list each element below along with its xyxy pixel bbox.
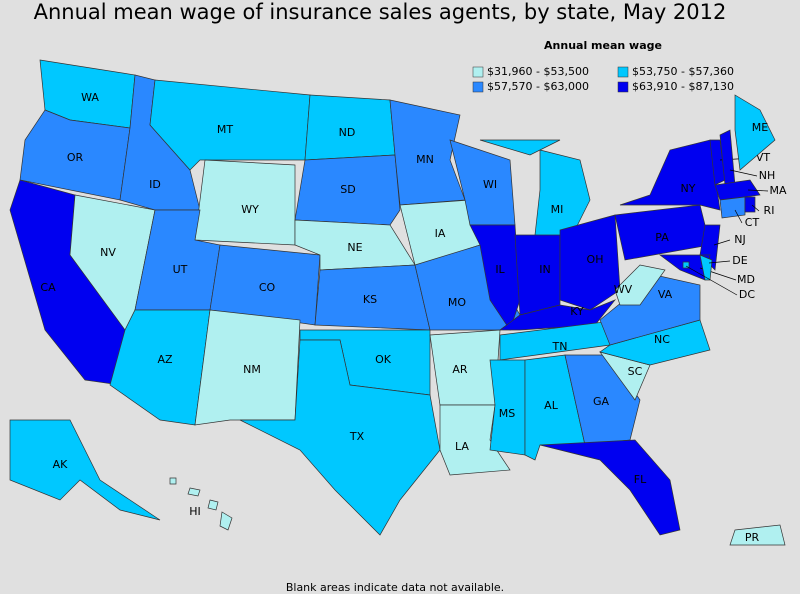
state-label: VA bbox=[658, 288, 673, 301]
state-label: SD bbox=[340, 183, 355, 196]
state-label: WA bbox=[81, 91, 99, 104]
state-label: HI bbox=[189, 505, 201, 518]
state-shape bbox=[559, 214, 621, 311]
state-label: NE bbox=[347, 241, 362, 254]
state-shape bbox=[714, 179, 761, 201]
state-label: LA bbox=[455, 440, 469, 453]
title: Annual mean wage of insurance sales agen… bbox=[34, 0, 727, 24]
leader-line bbox=[708, 260, 731, 264]
state-label: MA bbox=[769, 184, 786, 197]
state-shape bbox=[514, 234, 561, 316]
state-label: FL bbox=[634, 473, 647, 486]
state-label: NJ bbox=[734, 233, 745, 246]
state-label: ND bbox=[339, 126, 356, 139]
state-label: MS bbox=[499, 407, 515, 420]
state-shape bbox=[479, 139, 561, 156]
state-shape bbox=[219, 511, 233, 531]
state-label: AZ bbox=[157, 353, 173, 366]
state-label: IA bbox=[435, 227, 446, 240]
state-label: UT bbox=[173, 263, 188, 276]
legend-swatch bbox=[617, 66, 629, 78]
state-label: NH bbox=[759, 169, 776, 182]
state-label: WI bbox=[483, 178, 497, 191]
state-shape bbox=[489, 359, 526, 456]
state-label: MI bbox=[551, 203, 564, 216]
state-label: ME bbox=[752, 121, 768, 134]
state-label: KS bbox=[363, 293, 377, 306]
state-shape bbox=[169, 477, 177, 485]
legend-swatch bbox=[617, 81, 629, 93]
state-label: ID bbox=[149, 178, 161, 191]
leader-line bbox=[713, 239, 731, 246]
state-label: SC bbox=[628, 365, 643, 378]
state-label: WV bbox=[614, 283, 633, 296]
state-shape bbox=[294, 154, 401, 226]
state-label: OH bbox=[587, 253, 604, 266]
state-label: MO bbox=[448, 296, 466, 309]
state-label: NC bbox=[654, 333, 670, 346]
state-label: RI bbox=[764, 204, 775, 217]
state-label: NY bbox=[681, 182, 696, 195]
state-shape bbox=[239, 339, 441, 536]
legend-label: $31,960 - $53,500 bbox=[487, 65, 589, 78]
state-label: MN bbox=[416, 153, 434, 166]
state-shape bbox=[729, 524, 786, 546]
legend-swatch bbox=[472, 66, 484, 78]
leader-line bbox=[729, 169, 758, 177]
state-shape bbox=[498, 299, 617, 331]
state-label: IL bbox=[495, 263, 505, 276]
state-label: MT bbox=[217, 123, 233, 136]
legend-title: Annual mean wage bbox=[544, 39, 662, 52]
state-label: GA bbox=[593, 395, 610, 408]
legend-label: $57,570 - $63,000 bbox=[487, 80, 589, 93]
state-shape bbox=[614, 264, 666, 306]
state-label: CA bbox=[40, 281, 56, 294]
state-label: NV bbox=[100, 246, 116, 259]
state-label: OK bbox=[375, 353, 392, 366]
leader-line bbox=[747, 189, 769, 192]
leader-line bbox=[751, 204, 760, 212]
state-label: TX bbox=[349, 430, 365, 443]
footnote: Blank areas indicate data not available. bbox=[286, 581, 504, 594]
state-label: IN bbox=[539, 263, 550, 276]
state-label: VT bbox=[756, 151, 771, 164]
state-shape bbox=[187, 487, 201, 497]
state-label: PA bbox=[655, 231, 669, 244]
legend-label: $53,750 - $57,360 bbox=[632, 65, 734, 78]
state-label: WY bbox=[241, 203, 259, 216]
state-label: AR bbox=[452, 363, 468, 376]
state-label: DE bbox=[732, 254, 747, 267]
state-label: AL bbox=[544, 399, 559, 412]
state-shape bbox=[719, 196, 746, 219]
state-label: AK bbox=[53, 458, 69, 471]
leader-line bbox=[685, 265, 738, 296]
state-label: CT bbox=[745, 216, 760, 229]
state-label: KY bbox=[570, 305, 584, 318]
state-shape bbox=[744, 196, 756, 213]
state-label: DC bbox=[739, 288, 755, 301]
state-shape bbox=[734, 94, 776, 171]
legend-label: $63,910 - $87,130 bbox=[632, 80, 734, 93]
state-label: CO bbox=[259, 281, 276, 294]
state-label: NM bbox=[243, 363, 261, 376]
state-shape bbox=[9, 419, 161, 521]
state-label: MD bbox=[737, 273, 755, 286]
leader-line bbox=[734, 209, 743, 224]
state-label: PR bbox=[745, 531, 760, 544]
legend-swatch bbox=[472, 81, 484, 93]
state-label: TN bbox=[552, 340, 568, 353]
state-shape bbox=[539, 439, 681, 536]
state-label: OR bbox=[67, 151, 84, 164]
state-shape bbox=[207, 499, 219, 511]
